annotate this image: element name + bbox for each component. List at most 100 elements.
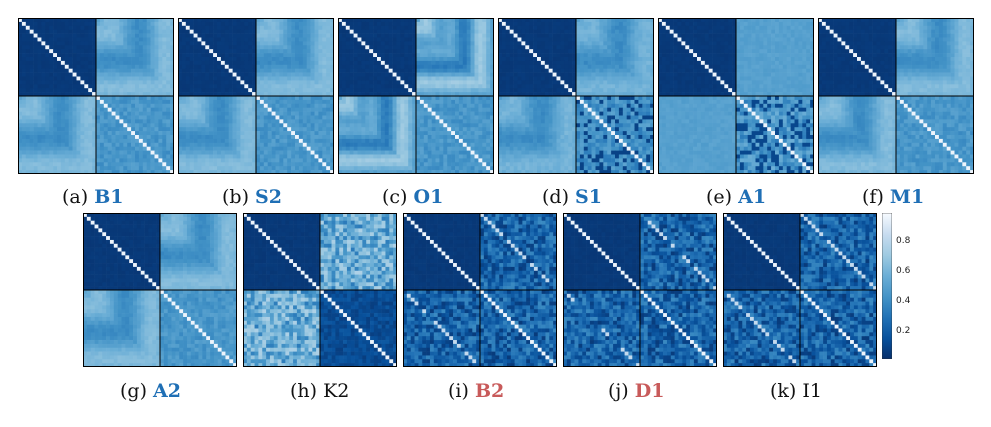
heatmap-cell: [310, 103, 315, 108]
heatmap-cell: [217, 18, 222, 23]
heatmap-cell: [64, 57, 69, 62]
heatmap-cell: [115, 60, 120, 66]
heatmap-cell: [185, 92, 190, 97]
heatmap-cell: [170, 33, 174, 38]
heatmap-cell: [322, 45, 327, 50]
heatmap-cell: [455, 64, 460, 69]
heatmap-cell: [509, 29, 514, 34]
heatmap-cell: [123, 21, 128, 27]
heatmap-cell: [474, 99, 479, 105]
heatmap-cell: [400, 158, 405, 163]
heatmap-cell: [478, 57, 483, 62]
heatmap-cell: [357, 119, 362, 124]
heatmap-cell: [431, 96, 436, 101]
heatmap-cell: [72, 170, 77, 174]
heatmap-cell: [33, 80, 38, 85]
heatmap-cell: [181, 103, 187, 108]
heatmap-cell: [486, 64, 491, 69]
heatmap-cell: [310, 68, 315, 73]
heatmap-cell: [189, 80, 194, 85]
heatmap-cell: [591, 25, 596, 30]
heatmap-cell: [326, 99, 331, 105]
heatmap-cell: [443, 170, 448, 174]
heatmap-cell: [111, 53, 116, 58]
heatmap-cell: [68, 92, 73, 97]
heatmap-cell: [146, 103, 151, 108]
heatmap-cell: [451, 96, 456, 101]
heatmap-cell: [267, 166, 272, 171]
heatmap-cell: [193, 107, 198, 112]
heatmap-cell: [158, 111, 163, 116]
heatmap-cell: [451, 33, 456, 38]
heatmap-cell: [154, 138, 159, 144]
heatmap-cell: [427, 53, 432, 58]
heatmap-cell: [41, 60, 46, 66]
heatmap-cell: [431, 150, 436, 155]
heatmap-cell: [486, 45, 491, 50]
heatmap-cell: [131, 21, 136, 27]
heatmap-cell: [181, 41, 187, 46]
heatmap-cell: [466, 135, 471, 140]
heatmap-cell: [25, 72, 30, 77]
heatmap-cell: [626, 29, 631, 34]
heatmap-cell: [178, 72, 183, 77]
heatmap-cell: [103, 119, 108, 124]
heatmap-cell: [427, 33, 432, 38]
heatmap-cell: [439, 166, 444, 171]
heatmap-cell: [41, 80, 46, 85]
heatmap-cell: [423, 33, 428, 38]
heatmap-cell: [41, 135, 46, 140]
heatmap-cell: [478, 166, 483, 171]
heatmap-cell: [189, 41, 194, 46]
heatmap-cell: [64, 64, 69, 69]
heatmap-cell: [267, 18, 272, 23]
heatmap-cell: [236, 92, 241, 97]
heatmap-cell: [72, 49, 77, 54]
heatmap-cell: [345, 60, 350, 66]
heatmap-cell: [501, 25, 507, 30]
heatmap-cell: [41, 154, 46, 159]
heatmap-cell: [193, 158, 198, 163]
heatmap-cell: [146, 53, 151, 58]
heatmap-cell: [33, 64, 38, 69]
heatmap-cell: [408, 21, 413, 27]
heatmap-cell: [259, 68, 265, 73]
heatmap-cell: [443, 68, 448, 73]
heatmap-cell: [583, 25, 588, 30]
heatmap-cell: [68, 170, 73, 174]
heatmap-cell: [205, 29, 210, 34]
heatmap-cell: [99, 146, 105, 151]
heatmap-cell: [103, 166, 108, 171]
heatmap-cell: [295, 18, 300, 23]
heatmap-cell: [482, 68, 487, 73]
heatmap-cell: [361, 45, 366, 50]
heatmap-cell: [41, 29, 46, 34]
heatmap-cell: [135, 84, 140, 89]
heatmap-cell: [427, 170, 432, 174]
heatmap-cell: [135, 107, 140, 112]
heatmap-cell: [400, 72, 405, 77]
heatmap-cell: [540, 25, 546, 30]
heatmap-cell: [25, 57, 30, 62]
heatmap-cell: [439, 41, 444, 46]
heatmap-cell: [189, 33, 194, 38]
heatmap-cell: [236, 45, 241, 50]
heatmap-cell: [271, 170, 276, 174]
heatmap-cell: [271, 41, 276, 46]
heatmap-cell: [119, 60, 124, 66]
heatmap-cell: [263, 60, 268, 66]
heatmap-cell: [392, 53, 397, 58]
heatmap-cell: [361, 107, 366, 112]
heatmap-cell: [76, 166, 81, 171]
heatmap-cell: [228, 142, 233, 147]
heatmap-cell: [283, 127, 288, 132]
heatmap-cell: [271, 162, 276, 167]
heatmap-cell: [41, 150, 46, 155]
heatmap-cell: [259, 150, 265, 155]
heatmap-cell: [318, 123, 323, 128]
heatmap-cell: [451, 25, 456, 30]
heatmap-cell: [400, 135, 405, 140]
heatmap-cell: [76, 92, 81, 97]
heatmap-cell: [490, 166, 494, 171]
heatmap-cell: [201, 150, 206, 155]
